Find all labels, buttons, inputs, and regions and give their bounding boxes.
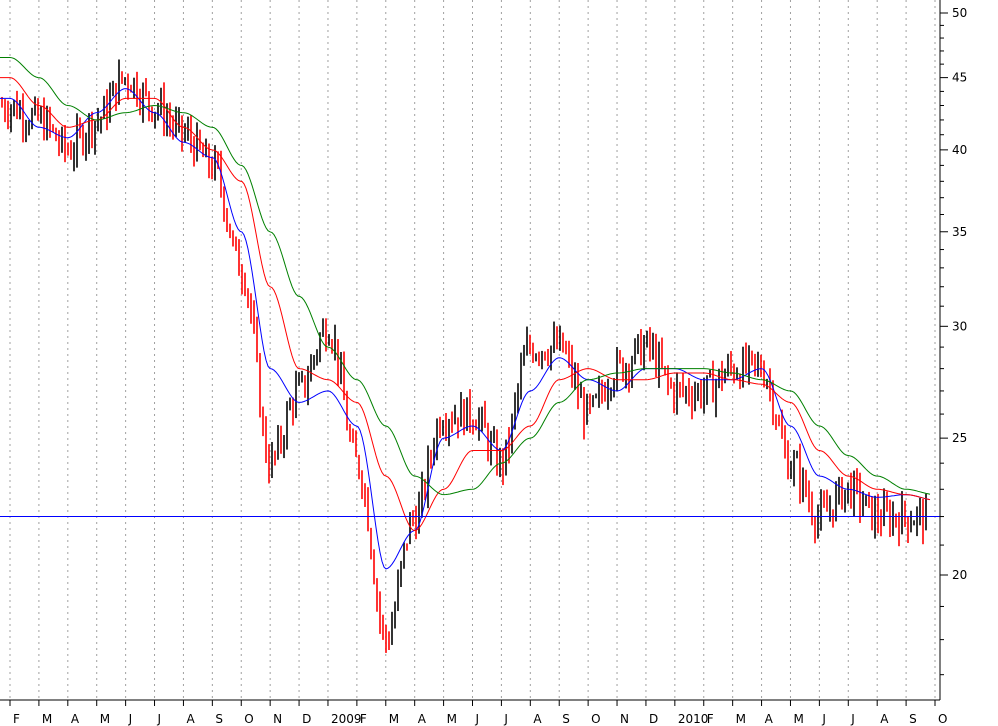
moving-average-line-1 [0, 88, 931, 570]
y-tick-label: 20 [952, 568, 967, 582]
x-tick-label: S [562, 712, 570, 726]
y-tick-label: 50 [952, 6, 967, 20]
x-tick-label: J [850, 712, 855, 726]
x-tick-label: A [186, 712, 195, 726]
x-tick-label: J [475, 712, 480, 726]
x-tick-label: D [649, 712, 658, 726]
y-tick-label: 30 [952, 319, 967, 333]
x-tick-label: D [302, 712, 311, 726]
y-axis: 20 25 30 35 40 45 50 [940, 6, 967, 676]
x-tick-label: A [880, 712, 889, 726]
moving-average-line-3 [0, 57, 931, 496]
moving-average-line-2 [0, 77, 931, 532]
x-tick-label: A [418, 712, 427, 726]
x-tick-label: M [42, 712, 52, 726]
x-tick-label: A [765, 712, 774, 726]
x-tick-label: N [620, 712, 629, 726]
x-tick-label: F [360, 712, 367, 726]
price-bars [1, 59, 927, 653]
x-tick-label: F [13, 712, 20, 726]
moving-averages [0, 57, 931, 570]
x-tick-label: M [447, 712, 457, 726]
x-tick-label: N [273, 712, 282, 726]
x-tick-label: 2009 [331, 712, 362, 726]
vertical-grid [9, 0, 936, 700]
x-tick-label: S [909, 712, 917, 726]
x-tick-label: J [128, 712, 133, 726]
y-tick-label: 35 [952, 225, 967, 239]
y-tick-label: 45 [952, 71, 967, 85]
x-tick-label: F [707, 712, 714, 726]
x-tick-label: M [389, 712, 399, 726]
x-tick-label: M [736, 712, 746, 726]
x-tick-label: O [591, 712, 600, 726]
x-tick-label: A [71, 712, 80, 726]
x-tick-label: O [938, 712, 947, 726]
x-tick-label: J [157, 712, 162, 726]
x-tick-label: 2010 [678, 712, 709, 726]
x-tick-label: J [821, 712, 826, 726]
y-tick-label: 25 [952, 431, 967, 445]
x-tick-label: J [503, 712, 508, 726]
x-tick-label: M [100, 712, 110, 726]
x-tick-label: S [215, 712, 223, 726]
x-tick-label: M [793, 712, 803, 726]
y-tick-label: 40 [952, 143, 967, 157]
x-tick-label: O [244, 712, 253, 726]
x-tick-label: A [533, 712, 542, 726]
